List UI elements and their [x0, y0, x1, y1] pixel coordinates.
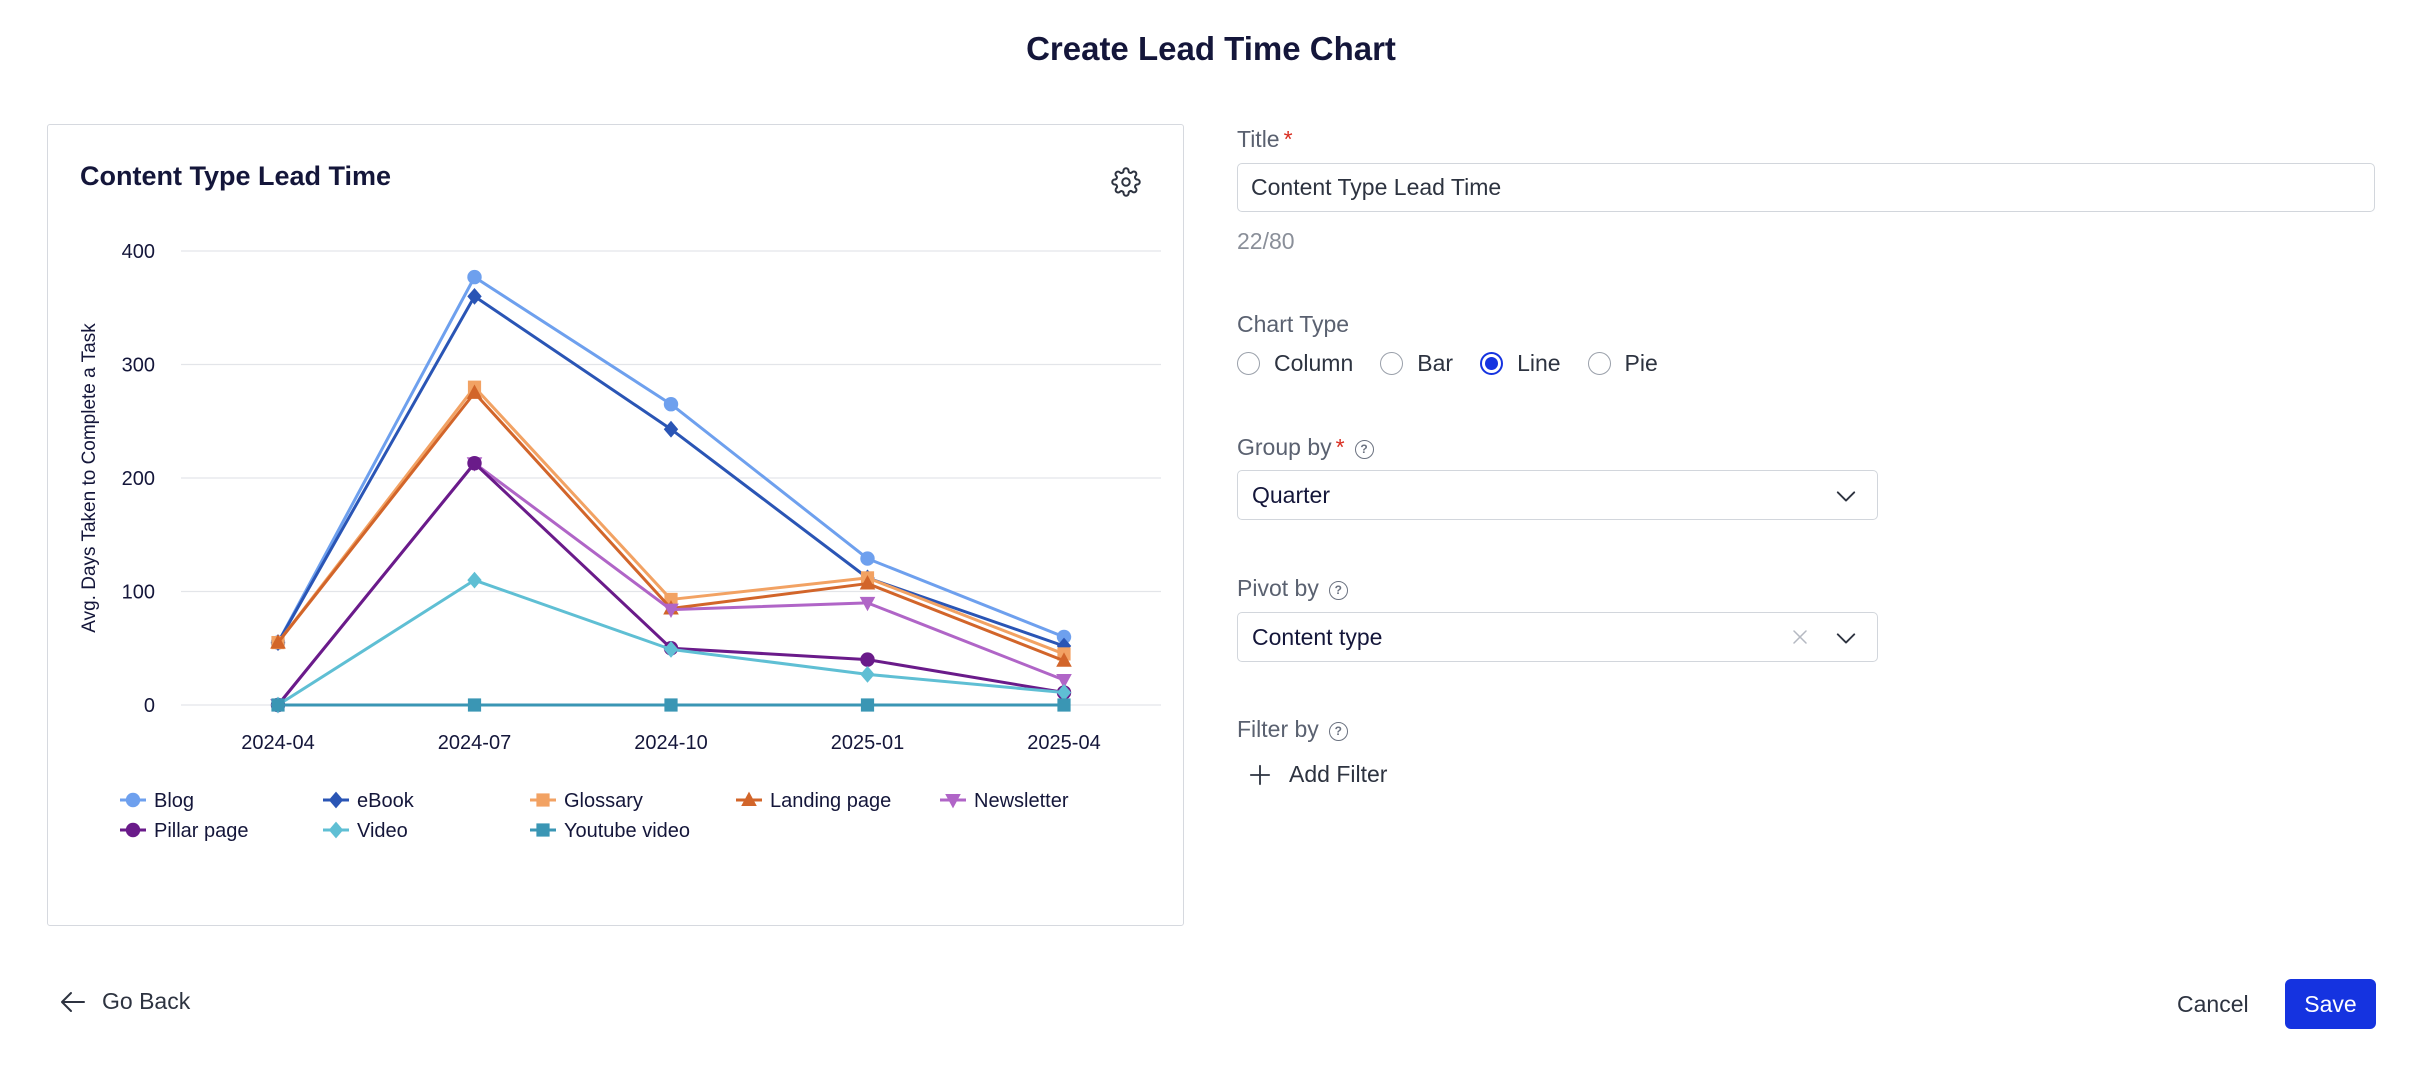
chart-type-radio-group: Column Bar Line Pie: [1237, 350, 1685, 377]
pivot-by-select[interactable]: Content type: [1237, 612, 1878, 662]
legend-marker: [125, 792, 141, 808]
gear-icon[interactable]: [1111, 167, 1141, 197]
data-point: [1057, 698, 1071, 712]
group-by-select[interactable]: Quarter: [1237, 470, 1878, 520]
legend-marker: [536, 793, 550, 807]
legend-marker: [328, 821, 344, 839]
chart-type-label: Chart Type: [1237, 311, 1350, 337]
data-point: [1056, 684, 1072, 701]
pivot-by-label: Pivot by?: [1237, 575, 1348, 602]
data-point: [467, 698, 482, 712]
data-point: [663, 603, 679, 619]
radio-circle[interactable]: [1587, 352, 1611, 375]
x-tick-label: 2025-04: [1027, 732, 1100, 754]
data-point: [270, 634, 286, 649]
title-char-counter: 22/80: [1237, 228, 1295, 254]
legend-label: Pillar page: [154, 820, 249, 842]
data-point: [859, 575, 876, 590]
data-point: [663, 640, 679, 658]
data-point: [860, 652, 875, 667]
required-mark: *: [1335, 434, 1345, 460]
chevron-down-icon[interactable]: [1835, 485, 1857, 507]
legend-label: Glossary: [564, 790, 643, 812]
line-chart: 0 100 200 300 400 2024-04 2024-07 2024-10 2025-0…: [79, 241, 1161, 842]
data-point: [466, 384, 483, 399]
data-point: [1056, 674, 1072, 689]
required-mark: *: [1283, 126, 1293, 152]
data-point: [663, 397, 679, 412]
radio-label: Bar: [1417, 350, 1454, 376]
legend-marker: [125, 822, 141, 838]
x-tick-label: 2024-04: [241, 732, 314, 754]
radio-label: Line: [1517, 350, 1561, 376]
x-tick-label: 2025-01: [831, 732, 904, 754]
chart-type-pie-radio[interactable]: Pie: [1587, 350, 1658, 377]
radio-circle[interactable]: [1237, 352, 1260, 375]
x-tick-label: 2024-07: [438, 732, 511, 754]
help-icon[interactable]: ?: [1328, 581, 1348, 600]
chart-type-column-radio[interactable]: Column: [1237, 350, 1353, 377]
group-by-label: Group by *?: [1237, 434, 1374, 461]
add-filter-label: Add Filter: [1289, 761, 1388, 787]
y-tick-label: 100: [122, 582, 155, 604]
group-by-value: Quarter: [1252, 482, 1330, 508]
data-point: [467, 269, 482, 285]
y-axis-label: Avg. Days Taken to Complete a Task: [79, 323, 100, 633]
series-line: [276, 275, 1065, 644]
data-point: [663, 420, 679, 438]
data-point: [467, 288, 482, 305]
data-point: [664, 698, 678, 712]
radio-circle[interactable]: [1380, 352, 1404, 375]
data-point: [1056, 629, 1072, 645]
data-point: [860, 665, 875, 683]
data-point: [859, 596, 876, 612]
legend-marker: [328, 791, 344, 809]
legend-label: Blog: [154, 790, 194, 812]
data-point: [1056, 652, 1072, 667]
legend-label: Youtube video: [564, 820, 690, 842]
y-tick-label: 400: [122, 241, 155, 263]
series-line: [276, 461, 1065, 706]
x-tick-label: 2024-10: [634, 732, 707, 754]
legend-marker: [536, 823, 550, 837]
clear-icon[interactable]: [1791, 628, 1809, 646]
page-title: Create Lead Time Chart: [1026, 30, 1396, 67]
radio-label: Pie: [1624, 350, 1658, 376]
title-field-label: Title *: [1237, 126, 1293, 152]
help-icon[interactable]: ?: [1354, 440, 1374, 459]
go-back-button[interactable]: Go Back: [60, 988, 190, 1015]
data-point: [860, 698, 875, 712]
y-tick-label: 300: [122, 355, 155, 377]
data-point: [860, 551, 875, 566]
series-line: [276, 461, 1065, 706]
help-icon[interactable]: ?: [1328, 722, 1348, 741]
y-tick-label: 200: [122, 468, 155, 490]
save-button[interactable]: Save: [2285, 979, 2376, 1029]
legend-marker: [741, 791, 757, 806]
chevron-down-icon[interactable]: [1835, 627, 1857, 649]
legend-label: Video: [357, 820, 408, 842]
go-back-label: Go Back: [102, 988, 191, 1014]
cancel-button[interactable]: Cancel: [2177, 991, 2249, 1017]
chart-title: Content Type Lead Time: [80, 161, 392, 191]
pivot-by-value: Content type: [1252, 624, 1383, 650]
data-point: [467, 571, 482, 589]
legend-label: eBook: [357, 790, 415, 812]
title-input[interactable]: Content Type Lead Time: [1237, 163, 2375, 212]
data-point: [271, 698, 285, 712]
filter-by-label: Filter by?: [1237, 716, 1348, 743]
legend-label: Landing page: [770, 790, 891, 812]
legend-marker: [945, 794, 961, 809]
radio-circle-selected[interactable]: [1480, 352, 1504, 375]
y-tick-label: 0: [144, 695, 155, 717]
chart-card: 0 100 200 300 400 2024-04 2024-07 2024-10 2025-0…: [47, 124, 1184, 926]
arrow-left-icon: [61, 991, 85, 1012]
legend-label: Newsletter: [974, 790, 1069, 812]
radio-label: Column: [1274, 350, 1354, 376]
chart-type-line-radio[interactable]: Line: [1480, 350, 1561, 377]
add-filter-button[interactable]: Add Filter: [1249, 761, 1387, 788]
plus-icon: [1249, 764, 1271, 785]
data-point: [467, 456, 482, 471]
chart-type-bar-radio[interactable]: Bar: [1380, 350, 1453, 377]
